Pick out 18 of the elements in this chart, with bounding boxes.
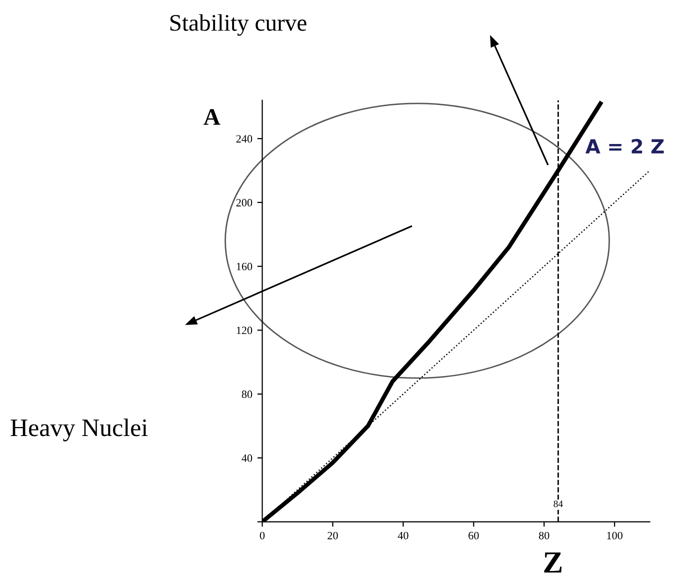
ref-line-label: 84 — [554, 500, 563, 508]
x-tick-label: 0 — [260, 532, 265, 540]
x-tick-label: 20 — [328, 532, 338, 540]
x-axis-title: Z — [544, 552, 562, 572]
x-tick-label: 100 — [607, 532, 622, 540]
y-axis-title: A — [204, 109, 220, 125]
y-tick-label: 120 — [236, 326, 252, 334]
y-tick-label: 160 — [236, 262, 252, 270]
text: Stability curve — [170, 14, 306, 36]
y-tick-label: 240 — [236, 135, 252, 143]
y-tick-label: 200 — [236, 198, 252, 206]
y-tick-label: 80 — [242, 390, 252, 398]
annotation: A = 2 Z — [585, 138, 664, 154]
text: Heavy Nuclei — [10, 418, 148, 442]
x-tick-label: 60 — [468, 532, 479, 540]
x-tick-label: 40 — [398, 532, 408, 540]
y-tick-label: 40 — [242, 454, 252, 462]
x-tick-label: 80 — [538, 532, 550, 540]
